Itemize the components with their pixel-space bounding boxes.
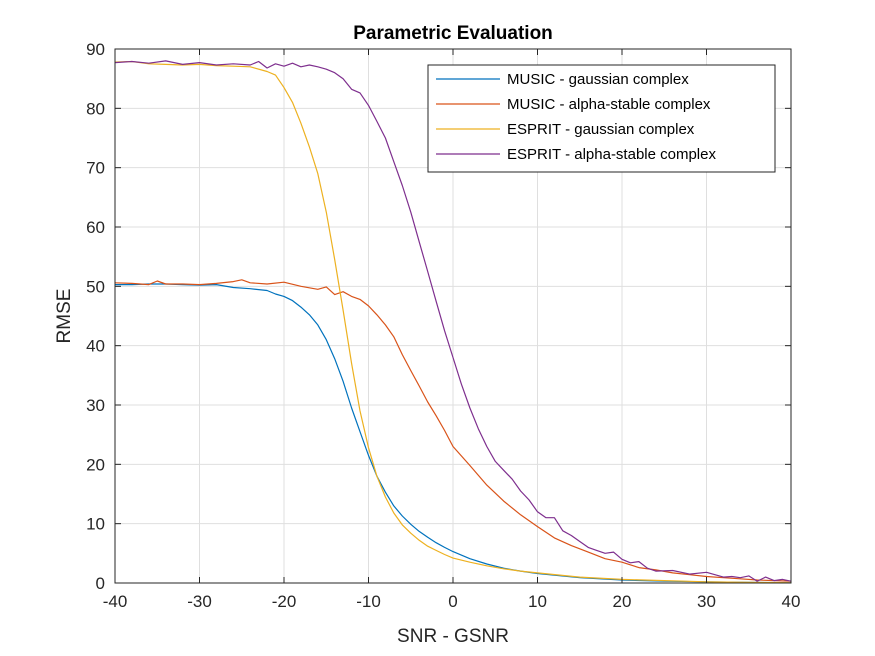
y-tick-label: 50 bbox=[86, 277, 105, 296]
legend-label-4: ESPRIT - alpha-stable complex bbox=[507, 146, 716, 163]
legend-label-1: MUSIC - gaussian complex bbox=[507, 71, 689, 88]
y-tick-label: 20 bbox=[86, 455, 105, 474]
x-tick-label: 20 bbox=[613, 592, 632, 611]
y-tick-label: 10 bbox=[86, 515, 105, 534]
y-tick-label: 80 bbox=[86, 99, 105, 118]
x-axis-label: SNR - GSNR bbox=[397, 626, 509, 647]
x-tick-label: 40 bbox=[782, 592, 801, 611]
x-tick-label: -20 bbox=[272, 592, 297, 611]
y-tick-label: 70 bbox=[86, 159, 105, 178]
y-tick-label: 0 bbox=[96, 574, 105, 593]
x-tick-label: 30 bbox=[697, 592, 716, 611]
y-tick-label: 30 bbox=[86, 396, 105, 415]
x-tick-label: 10 bbox=[528, 592, 547, 611]
series-line-3 bbox=[114, 60, 792, 584]
y-axis-label: RMSE bbox=[54, 289, 75, 344]
chart-title: Parametric Evaluation bbox=[353, 23, 553, 44]
x-tick-label: -10 bbox=[356, 592, 381, 611]
x-tick-label: -40 bbox=[103, 592, 128, 611]
x-tick-label: 0 bbox=[448, 592, 457, 611]
y-tick-label: 90 bbox=[86, 40, 105, 59]
ticks: -40 -30 -20 -10 0 10 20 30 40 0 10 20 30 40 50 60 70 80 90 bbox=[86, 40, 800, 611]
legend-label-2: MUSIC - alpha-stable complex bbox=[507, 96, 711, 113]
legend: MUSIC - gaussian complex MUSIC - alpha-st… bbox=[427, 64, 776, 173]
y-tick-label: 60 bbox=[86, 218, 105, 237]
legend-label-3: ESPRIT - gaussian complex bbox=[507, 121, 695, 138]
series-layer bbox=[114, 60, 792, 584]
x-tick-label: -30 bbox=[187, 592, 212, 611]
series-line-4 bbox=[114, 60, 792, 582]
y-tick-label: 40 bbox=[86, 337, 105, 356]
